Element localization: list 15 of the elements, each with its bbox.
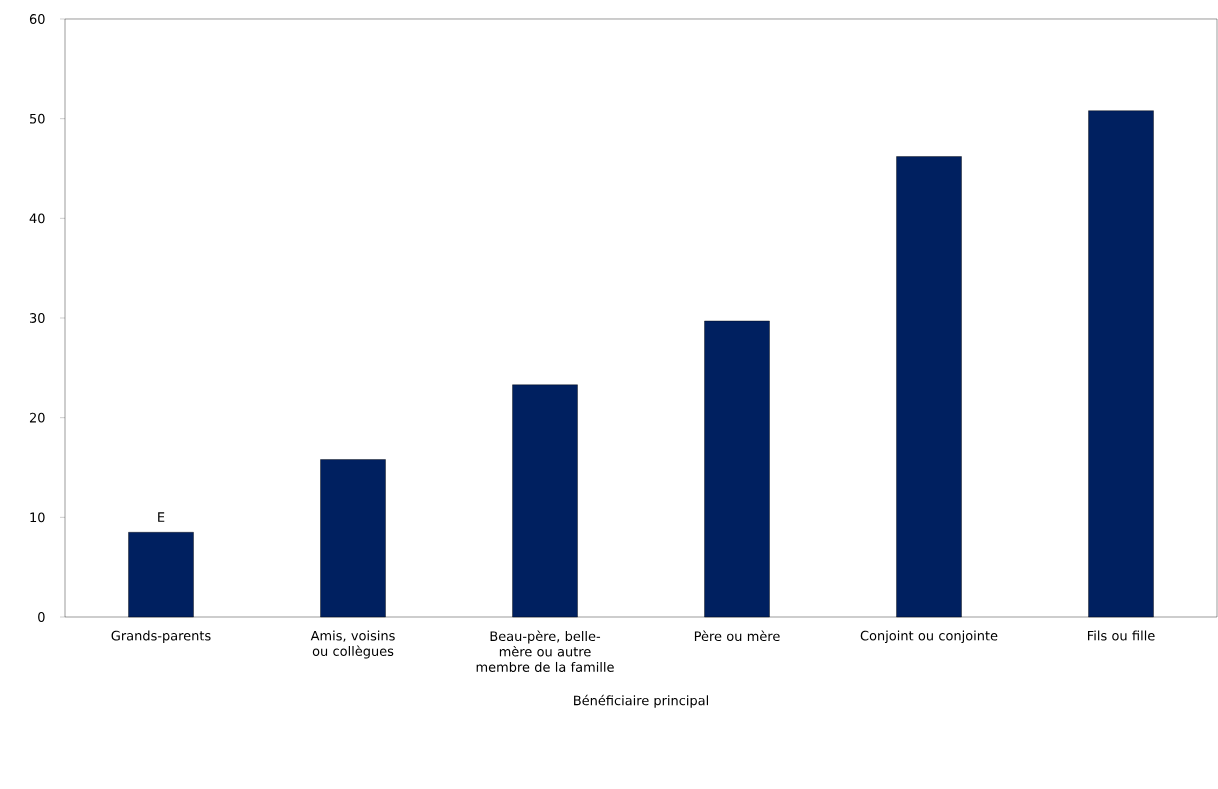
- x-tick-label: Amis, voisins ou collègues: [310, 630, 395, 659]
- y-tick-label: 10: [30, 512, 45, 523]
- x-tick-label: Père ou mère: [694, 630, 780, 642]
- x-tick-label: Conjoint ou conjointe: [860, 630, 998, 644]
- y-tick-label: 60: [29, 14, 45, 24]
- y-tick-label: 30: [29, 313, 45, 323]
- annotation: E: [158, 512, 165, 522]
- x-tick-label: Beau-père, belle-mère ou autre membre de la famille: [476, 630, 614, 672]
- y-tick-label: 50: [30, 113, 45, 124]
- y-tick-label: 40: [29, 213, 45, 224]
- x-axis-title: Bénéficiaire principal: [574, 694, 708, 708]
- x-tick-label: Grands-parents: [111, 630, 211, 644]
- y-tick-label: 20: [29, 412, 45, 423]
- x-tick-label: Fils ou fille: [1088, 630, 1155, 641]
- y-tick-label: 0: [38, 612, 45, 622]
